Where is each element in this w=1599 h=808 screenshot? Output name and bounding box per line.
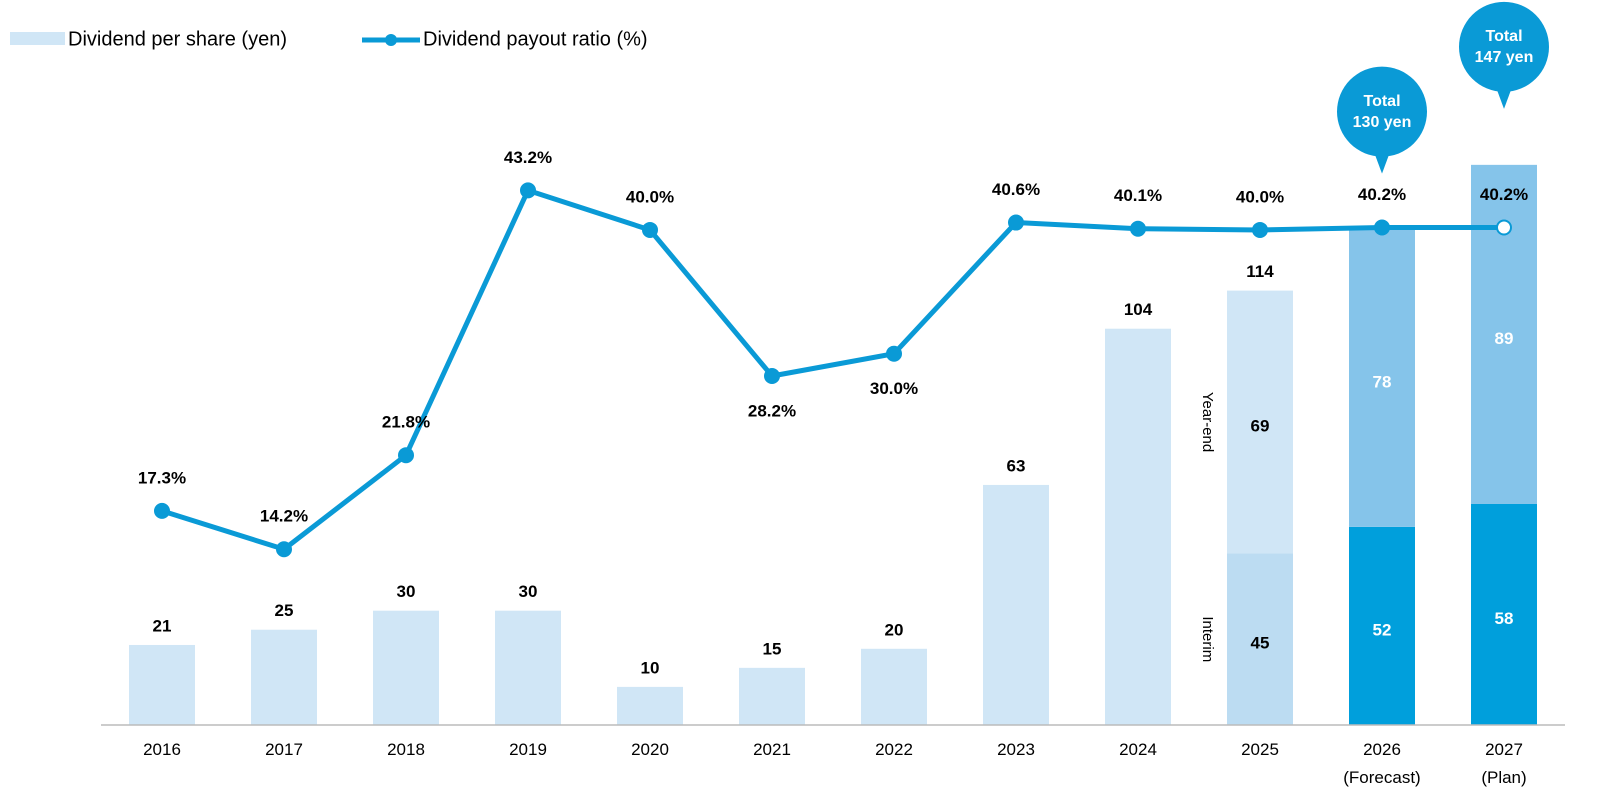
bar (861, 648, 927, 725)
line-marker (520, 182, 536, 199)
x-tick-label: 2019 (509, 740, 547, 759)
bar (251, 629, 317, 725)
legend-label: Dividend per share (yen) (68, 28, 287, 50)
line-marker (1496, 219, 1512, 236)
line (161, 187, 1504, 552)
line-label: 17.3% (138, 468, 186, 487)
total-label: Total 147 yen (1474, 27, 1534, 66)
bar (739, 667, 805, 725)
bar-segment (1349, 526, 1415, 725)
segment-label: 45 (1251, 634, 1270, 653)
line-label: 28.2% (748, 401, 796, 420)
segment-label: 58 (1495, 609, 1514, 628)
x-tick-label: 2018 (387, 740, 425, 759)
callout (1337, 66, 1427, 157)
bar-label: 25 (275, 601, 294, 620)
bar-segment (1349, 229, 1415, 527)
x-tick-label: 2021 (753, 740, 791, 759)
x-tick-label: 2023 (997, 740, 1035, 759)
bar-label: 20 (885, 620, 904, 639)
bar-label: 21 (153, 616, 172, 635)
total-label: Total 130 yen (1352, 92, 1412, 131)
bar (983, 484, 1049, 725)
line-label: 40.0% (626, 187, 674, 206)
bar (495, 610, 561, 725)
x-tick-label: 2016 (143, 740, 181, 759)
bar-label: 114 (1246, 262, 1274, 281)
segment-name: Interim (1199, 616, 1216, 662)
callout (1459, 1, 1549, 92)
x-tick-label: 2027 (Plan) (1481, 740, 1527, 787)
line-marker (1008, 214, 1024, 231)
x-tick-label: 2026 (Forecast) (1343, 740, 1421, 787)
bar (373, 610, 439, 725)
bar-label: 15 (763, 639, 782, 658)
line-label: 40.2% (1358, 185, 1406, 204)
line-marker (886, 345, 902, 362)
bar-label: 10 (641, 658, 660, 677)
line-marker (276, 541, 292, 558)
line-marker (1252, 221, 1268, 238)
line-marker (398, 447, 414, 464)
x-tick-label: 2025 (1241, 740, 1279, 759)
x-tick-label: 2017 (265, 740, 303, 759)
x-tick-label: 2024 (1119, 740, 1157, 759)
bar-segment (1471, 503, 1537, 725)
line-marker (1374, 219, 1390, 236)
bar-label: 104 (1124, 300, 1153, 319)
line-label: 21.8% (382, 413, 430, 432)
line-label: 30.0% (870, 379, 918, 398)
line-marker (642, 221, 658, 238)
legend-swatch (10, 32, 65, 45)
segment-label: 89 (1495, 329, 1514, 348)
x-tick-label: 2020 (631, 740, 669, 759)
line-label: 43.2% (504, 148, 552, 167)
legend-label: Dividend payout ratio (%) (423, 28, 648, 50)
segment-label: 52 (1373, 620, 1392, 639)
line-marker (1130, 220, 1146, 237)
segment-label: 78 (1373, 373, 1392, 392)
bar-label: 63 (1007, 456, 1026, 475)
line-marker (764, 367, 780, 384)
bar (1105, 328, 1171, 725)
x-tick-label: 2022 (875, 740, 913, 759)
bar-segment (1227, 290, 1293, 554)
bar-segment (1227, 553, 1293, 725)
bar-label: 30 (397, 582, 416, 601)
line-marker (154, 502, 170, 519)
legend-marker (385, 34, 397, 46)
segment-label: 69 (1251, 417, 1270, 436)
line-label: 14.2% (260, 507, 308, 526)
line-label: 40.6% (992, 180, 1040, 199)
line-label: 40.0% (1236, 187, 1284, 206)
bar (617, 686, 683, 725)
bar (129, 644, 195, 725)
bar-label: 30 (519, 582, 538, 601)
segment-name: Year-end (1199, 392, 1216, 452)
line-label: 40.2% (1480, 185, 1528, 204)
line-label: 40.1% (1114, 186, 1162, 205)
